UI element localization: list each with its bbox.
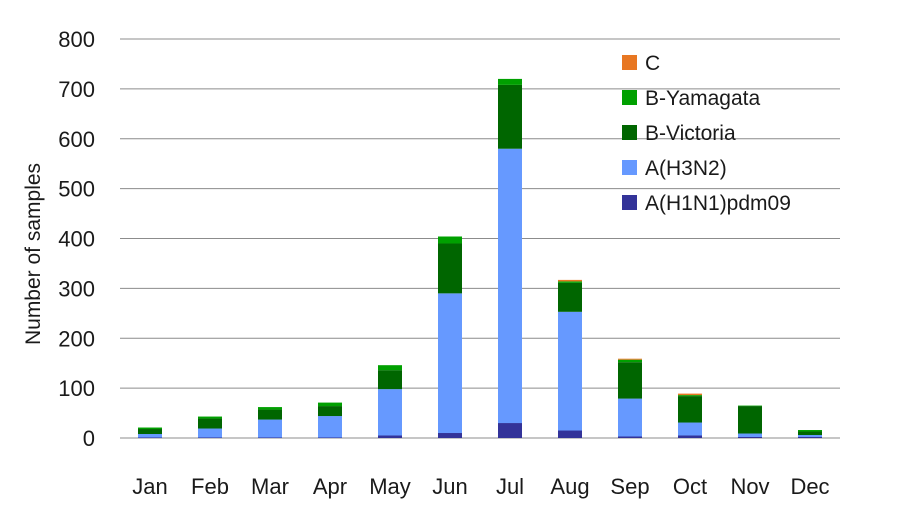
bar-segment-a-h3n2--jan <box>138 434 162 437</box>
bar-segment-b-victoria-apr <box>318 406 342 416</box>
bar-segment-a-h1n1-pdm09-jun <box>438 433 462 438</box>
bar-segment-b-victoria-aug <box>558 283 582 312</box>
y-tick-label: 700 <box>58 77 95 102</box>
bar-segment-b-victoria-jul <box>498 85 522 149</box>
bar-segment-a-h3n2--feb <box>198 429 222 438</box>
bar-segment-a-h3n2--apr <box>318 416 342 437</box>
bar-segment-b-yamagata-dec <box>798 430 822 431</box>
y-tick-label: 100 <box>58 376 95 401</box>
x-tick-label: Apr <box>313 474 347 499</box>
bar-segment-a-h1n1-pdm09-jul <box>498 423 522 438</box>
bar-segment-b-yamagata-may <box>378 365 402 370</box>
y-tick-label: 400 <box>58 227 95 252</box>
bar-segment-a-h3n2--mar <box>258 420 282 438</box>
x-tick-label: Mar <box>251 474 289 499</box>
bar-segment-b-yamagata-oct <box>678 395 702 396</box>
y-axis-label: Number of samples <box>22 163 45 345</box>
y-tick-label: 0 <box>83 426 95 451</box>
y-tick-label: 600 <box>58 127 95 152</box>
x-tick-label: May <box>369 474 411 499</box>
bar-segment-b-victoria-feb <box>198 419 222 429</box>
x-tick-labels: Jan Feb Mar Apr May Jun Jul Aug Sep Oct Nov Dec <box>132 474 829 499</box>
bar-segment-a-h1n1-pdm09-oct <box>678 436 702 438</box>
bar-segment-b-victoria-may <box>378 370 402 389</box>
bar-segment-b-yamagata-mar <box>258 407 282 409</box>
legend-swatch <box>622 160 637 175</box>
x-tick-label: Jun <box>432 474 467 499</box>
x-tick-label: Feb <box>191 474 229 499</box>
y-tick-label: 500 <box>58 177 95 202</box>
legend-swatch <box>622 90 637 105</box>
bar-segment-b-victoria-jun <box>438 243 462 293</box>
x-tick-label: Jul <box>496 474 524 499</box>
bar-segment-a-h3n2--jun <box>438 293 462 433</box>
x-tick-label: Sep <box>610 474 649 499</box>
legend-swatch <box>622 55 637 70</box>
legend-label: A(H1N1)pdm09 <box>645 192 791 215</box>
bar-segment-a-h3n2--oct <box>678 423 702 436</box>
bar-segment-b-yamagata-jul <box>498 79 522 85</box>
bar-segment-a-h3n2--sep <box>618 399 642 437</box>
bar-segment-c-sep <box>618 359 642 360</box>
legend-label: B-Yamagata <box>645 87 760 110</box>
y-tick-label: 200 <box>58 326 95 351</box>
bar-segment-a-h3n2--jul <box>498 149 522 423</box>
bar-segment-c-aug <box>558 280 582 281</box>
bar-segment-a-h3n2--dec <box>798 435 822 437</box>
legend-label: A(H3N2) <box>645 157 727 180</box>
bar-segment-b-yamagata-jan <box>138 428 162 429</box>
bar-segment-b-yamagata-apr <box>318 403 342 406</box>
bar-segment-c-oct <box>678 394 702 395</box>
legend-swatch <box>622 195 637 210</box>
bar-segment-b-yamagata-feb <box>198 417 222 419</box>
legend-label: C <box>645 52 660 75</box>
bar-segment-b-victoria-mar <box>258 410 282 420</box>
x-tick-label: Dec <box>790 474 829 499</box>
y-tick-label: 800 <box>58 27 95 52</box>
bar-segment-b-yamagata-sep <box>618 360 642 362</box>
x-tick-label: Oct <box>673 474 707 499</box>
bar-segment-a-h3n2--nov <box>738 434 762 437</box>
bar-segment-b-victoria-jan <box>138 429 162 434</box>
legend-label: B-Victoria <box>645 122 736 145</box>
y-tick-labels: 0 100 200 300 400 500 600 700 800 <box>58 27 95 451</box>
x-tick-label: Nov <box>730 474 769 499</box>
y-tick-label: 300 <box>58 276 95 301</box>
bar-segment-a-h3n2--may <box>378 389 402 435</box>
bar-segment-b-victoria-sep <box>618 362 642 398</box>
legend-swatch <box>622 125 637 140</box>
bar-segment-a-h1n1-pdm09-nov <box>738 437 762 438</box>
bar-segment-b-victoria-nov <box>738 406 762 433</box>
bar-segment-a-h1n1-pdm09-sep <box>618 437 642 438</box>
legend: C B-Yamagata B-Victoria A(H3N2) A(H1N1)pdm09 <box>622 52 791 215</box>
x-tick-label: Jan <box>132 474 167 499</box>
bar-segment-a-h3n2--aug <box>558 312 582 431</box>
bar-segment-b-victoria-oct <box>678 396 702 422</box>
bar-segment-a-h1n1-pdm09-dec <box>798 437 822 438</box>
bar-segment-a-h1n1-pdm09-may <box>378 436 402 438</box>
x-tick-label: Aug <box>550 474 589 499</box>
bar-segment-b-victoria-dec <box>798 432 822 435</box>
bar-segment-a-h1n1-pdm09-aug <box>558 431 582 438</box>
bar-segment-b-yamagata-jun <box>438 237 462 244</box>
bar-segment-b-yamagata-aug <box>558 281 582 282</box>
